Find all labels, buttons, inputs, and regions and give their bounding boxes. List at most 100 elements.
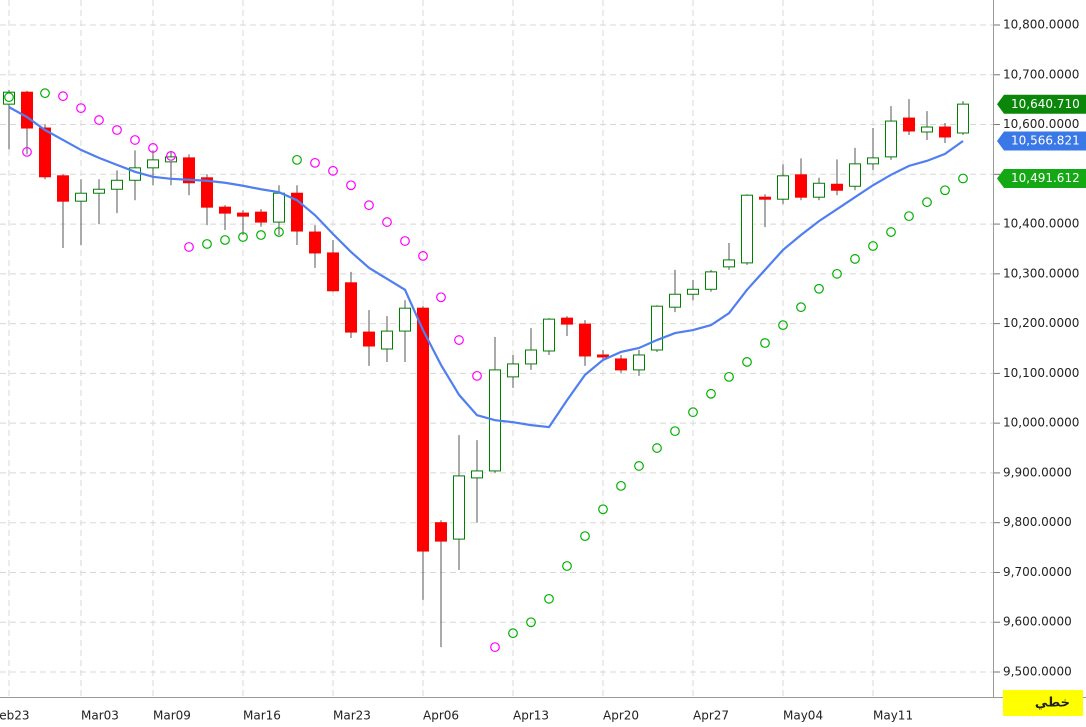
candle-body — [687, 288, 699, 295]
candle-body — [57, 175, 69, 202]
candle-body — [39, 127, 51, 178]
sar-dot — [328, 165, 338, 176]
sar-dot — [400, 236, 410, 246]
candle-body — [3, 91, 15, 105]
sar-dot — [382, 217, 392, 227]
sar-dot — [562, 561, 572, 571]
sar-dot — [670, 426, 680, 437]
candle-body — [903, 117, 915, 132]
candle-body — [705, 271, 717, 290]
sar-dot — [886, 227, 896, 237]
candle-body — [255, 211, 267, 223]
sar-dot — [202, 239, 212, 249]
candle-body — [435, 522, 447, 542]
sar-dot — [652, 443, 662, 453]
sar-dot — [76, 103, 86, 114]
candle-body — [291, 192, 303, 232]
y-tick-label: 10,600.0000 — [1003, 117, 1079, 131]
x-tick-label: Feb23 — [0, 709, 30, 723]
candle-body — [741, 194, 753, 264]
candle-body — [633, 354, 645, 371]
sar-dot — [940, 185, 950, 196]
price-label: 10,566.821 — [1011, 134, 1080, 148]
candle-body — [597, 354, 609, 358]
candle-body — [579, 323, 591, 357]
y-tick-label: 9,800.0000 — [1003, 515, 1072, 529]
sar-dot — [706, 388, 716, 399]
candle-body — [237, 212, 249, 217]
y-tick-label: 10,700.0000 — [1003, 67, 1079, 81]
y-tick-label: 9,700.0000 — [1003, 565, 1072, 579]
candle-body — [867, 157, 879, 165]
sar-dot — [598, 504, 608, 515]
sar-dot — [904, 211, 914, 222]
candle-body — [183, 157, 195, 184]
sar-dot — [724, 371, 734, 382]
sar-dot — [418, 251, 428, 261]
y-tick-label: 10,200.0000 — [1003, 316, 1079, 330]
sar-dot — [454, 335, 464, 345]
sar-dot — [346, 180, 356, 191]
x-tick-label: Apr20 — [603, 709, 639, 723]
y-tick-label: 9,600.0000 — [1003, 615, 1072, 629]
sar-dot — [112, 125, 122, 135]
candle-body — [651, 305, 663, 351]
candle-body — [723, 259, 735, 268]
candle-body — [381, 330, 393, 350]
sar-dot — [544, 593, 554, 604]
y-tick-label: 10,100.0000 — [1003, 366, 1079, 380]
x-tick-label: Apr06 — [423, 709, 459, 723]
sar-dot — [580, 531, 590, 542]
candle-body — [417, 307, 429, 552]
candle-body — [813, 182, 825, 198]
candle-body — [777, 175, 789, 200]
sar-dot — [958, 173, 968, 184]
sar-dot — [130, 135, 140, 145]
moving-average-line — [8, 106, 964, 429]
sar-dot — [796, 302, 806, 313]
sar-dot — [310, 157, 320, 168]
sar-dot — [58, 91, 68, 102]
candle-body — [561, 317, 573, 325]
y-tick-label: 10,000.0000 — [1003, 416, 1079, 430]
sar-dot — [832, 268, 842, 279]
sar-dot — [166, 150, 176, 161]
sar-dot — [616, 480, 626, 491]
candle-body — [471, 470, 483, 479]
sar-dot — [922, 197, 932, 208]
sar-dot — [868, 241, 878, 251]
candle-body — [885, 120, 897, 158]
candle-body — [795, 174, 807, 198]
sar-dot — [238, 232, 248, 242]
price-label-box — [997, 168, 1086, 188]
sar-dot — [220, 235, 230, 245]
candle-body — [759, 196, 771, 200]
price-label-box — [997, 94, 1086, 114]
sar-dot — [274, 227, 284, 237]
sar-dot — [634, 461, 644, 471]
sar-dot — [4, 92, 14, 103]
scale-button-label[interactable]: خطي — [1035, 696, 1070, 711]
scale-button[interactable] — [1003, 690, 1083, 716]
sar-dot — [778, 320, 788, 331]
price-label: 10,491.612 — [1011, 171, 1080, 185]
sar-dot — [526, 617, 536, 628]
candle-body — [849, 163, 861, 187]
price-label-box — [997, 131, 1086, 151]
candle-body — [201, 177, 213, 208]
sar-dot — [256, 230, 266, 240]
price-label: 10,640.710 — [1011, 97, 1080, 111]
sar-dot — [850, 254, 860, 264]
x-tick-label: Mar03 — [81, 709, 119, 723]
candle-body — [957, 103, 969, 134]
y-tick-label: 10,800.0000 — [1003, 18, 1079, 32]
sar-dot — [490, 642, 500, 653]
candle-body — [219, 206, 231, 214]
sar-dot — [436, 292, 446, 303]
y-tick-label: 10,400.0000 — [1003, 217, 1079, 231]
sar-dot — [22, 147, 32, 157]
candle-body — [345, 282, 357, 333]
candle-body — [75, 192, 87, 202]
